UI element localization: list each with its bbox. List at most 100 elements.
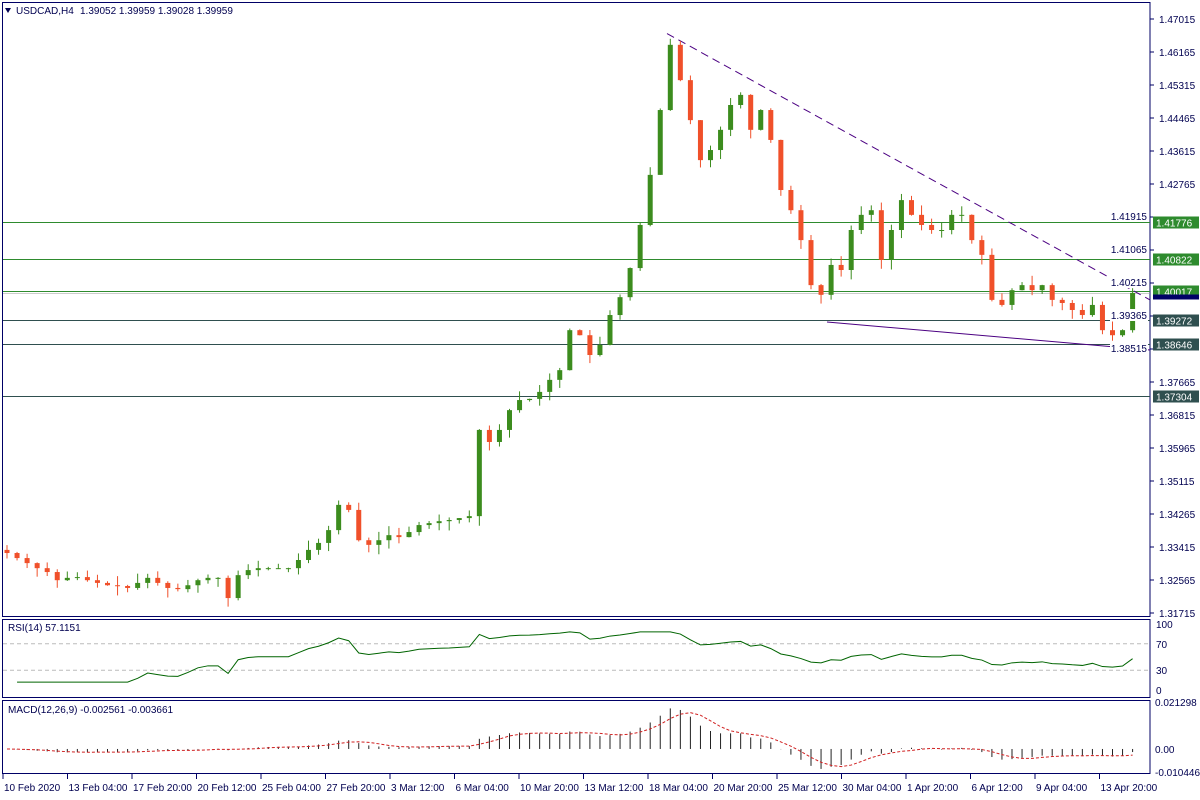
time-tick-label: 1 Apr 20:00 [907,783,959,794]
current-price-tag [1153,294,1199,300]
price-tick-label-bg [1110,243,1148,255]
bull-candle [245,570,251,576]
bear-candle [919,214,925,225]
bear-candle [969,214,975,241]
bull-candle [446,520,452,522]
bear-candle [929,224,935,231]
bear-candle [486,429,492,442]
rsi-tick-label: 100 [1156,620,1173,631]
bear-candle [94,580,100,583]
bear-candle [798,210,804,241]
bull-candle [295,560,301,569]
price-tick-label: 1.36815 [1159,411,1196,422]
bull-candle [326,530,332,543]
price-tick-label: 1.40215 [1111,278,1148,289]
macd-tick-label: 0.021298 [1155,698,1197,709]
bull-candle [64,577,70,581]
bear-candle [687,80,693,121]
bear-candle [989,254,995,300]
price-tick-label-bg [1110,210,1148,222]
bull-candle [74,577,80,579]
rsi-tick-label: 70 [1156,640,1168,651]
bull-candle [476,429,482,517]
bull-candle [135,582,141,588]
macd-signal-line [6,712,1133,768]
price-tick-label-bg [1110,276,1148,288]
bear-candle [84,577,90,581]
price-tick-label: 1.38515 [1111,344,1148,355]
rsi-tick-label: 0 [1156,686,1162,697]
bull-candle [1039,285,1045,291]
price-tick-label: 1.41915 [1111,212,1148,223]
bull-candle [567,330,573,371]
price-tick-label: 1.43615 [1159,147,1196,158]
bull-candle [466,516,472,519]
bear-candle [105,582,110,586]
bull-candle [949,214,955,231]
bear-candle [697,120,703,161]
symbol-label: USDCAD,H4 [16,6,74,17]
time-tick-label: 20 Mar 20:00 [714,783,773,794]
bull-candle [336,504,342,531]
level-price-label: 1.38646 [1156,341,1193,352]
price-tick-label: 1.35965 [1159,444,1196,455]
price-tick-label: 1.35115 [1159,477,1195,488]
collapse-triangle-icon[interactable] [5,8,11,13]
price-tick-label-bg [1110,342,1148,354]
time-tick-label: 25 Feb 04:00 [262,783,321,794]
bull-candle [275,568,281,570]
horizontal-levels [3,222,1150,397]
price-tick-label: 1.47015 [1159,15,1196,26]
bear-candle [44,568,50,573]
level-price-label: 1.40822 [1156,256,1193,267]
bear-candle [999,299,1005,305]
bear-candle [1079,309,1085,316]
bull-candle [627,268,633,298]
bull-candle [597,344,603,356]
bull-candle [1120,330,1126,336]
bull-candle [708,150,713,161]
rsi-tick-label: 30 [1156,666,1168,677]
bull-candle [195,580,201,586]
main-panel-frame [2,2,1151,617]
bull-candle [235,575,241,599]
bull-candle [728,104,734,130]
price-tick-label: 1.32565 [1159,576,1196,587]
bear-candle [878,210,884,260]
bear-candle [1029,285,1035,291]
price-tick-label: 1.44465 [1159,114,1196,125]
level-price-label: 1.37304 [1156,393,1193,404]
bull-candle [657,110,663,175]
macd-tick-label: -0.010446 [1155,768,1200,779]
bull-candle [537,391,543,399]
bull-candle [868,210,874,215]
bull-candle [858,214,864,231]
macd-tick-label: 0.00 [1155,745,1175,756]
rsi-line [17,631,1133,683]
bear-candle [396,535,402,538]
bear-candle [346,504,352,510]
level-price-label: 1.41776 [1156,219,1193,230]
bear-candle [677,44,683,81]
bull-candle [496,429,502,442]
bull-candle [1019,285,1025,291]
time-tick-label: 10 Feb 2020 [4,783,61,794]
bear-candle [225,577,231,599]
bull-candle [306,549,311,561]
bull-candle [436,521,442,524]
bull-candle [607,315,613,345]
bull-candle [898,200,904,231]
lower-trendline [826,321,1151,351]
bull-candle [888,230,894,260]
bear-candle [125,586,131,588]
ohlc-readout: 1.39052 1.39959 1.39028 1.39959 [80,6,233,17]
time-tick-label: 10 Mar 20:00 [520,783,579,794]
bull-candle [718,129,724,151]
bear-candle [34,563,40,569]
bear-candle [366,540,372,545]
bull-candle [617,297,623,316]
macd-panel-frame [2,700,1151,774]
bear-candle [1099,304,1105,331]
bear-candle [768,110,774,140]
